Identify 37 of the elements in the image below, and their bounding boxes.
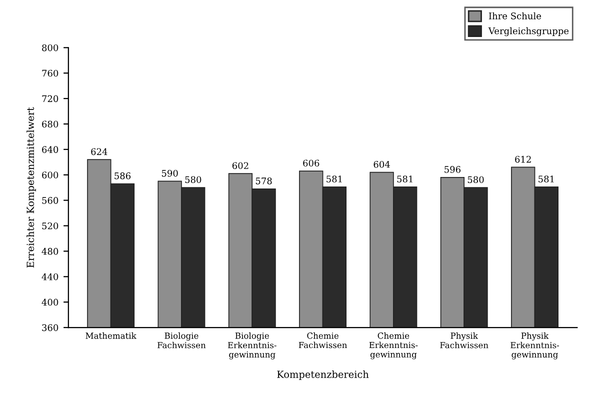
data-label: 580 xyxy=(468,176,484,184)
y-tick-label: 480 xyxy=(42,248,58,255)
data-label: 580 xyxy=(185,176,202,184)
data-label: 581 xyxy=(397,176,412,182)
data-label: 596 xyxy=(444,166,460,173)
data-label: 602 xyxy=(232,162,248,170)
data-label: 604 xyxy=(374,160,390,168)
y-tick-label: 440 xyxy=(42,273,58,280)
data-label: 581 xyxy=(326,176,342,182)
x-tick-label: Chemie Fachwissen xyxy=(298,332,347,348)
x-tick-label: Physik Fachwissen xyxy=(440,332,488,348)
x-tick-label: Biologie Fachwissen xyxy=(158,332,206,348)
data-label: 581 xyxy=(538,176,554,182)
x-tick-label: Physik Erkenntnis- gewinnung xyxy=(510,332,560,360)
data-label: 606 xyxy=(303,160,320,167)
y-tick-label: 720 xyxy=(42,95,58,102)
data-label: 624 xyxy=(91,148,108,156)
y-tick-label: 680 xyxy=(42,120,58,128)
y-tick-label: 520 xyxy=(42,222,58,230)
data-label: 590 xyxy=(162,170,178,177)
legend-label: Vergleichsgruppe xyxy=(488,27,569,36)
y-tick-label: 600 xyxy=(42,172,58,178)
data-label: 578 xyxy=(256,178,272,184)
y-tick-label: 400 xyxy=(42,298,58,306)
y-tick-label: 560 xyxy=(42,197,58,204)
x-tick-label: Chemie Erkenntnis- gewinnung xyxy=(369,332,418,360)
legend-label: Ihre Schule xyxy=(488,12,542,20)
x-axis-title: Kompetenzbereich xyxy=(277,370,369,380)
data-label: 612 xyxy=(515,156,531,163)
y-tick-label: 640 xyxy=(42,146,58,153)
x-tick-label: Biologie Erkenntnis- gewinnung xyxy=(228,332,276,360)
data-label: 586 xyxy=(114,172,131,180)
y-tick-label: 800 xyxy=(42,44,58,52)
y-axis-title: Erreichter Kompetenzmittelwert xyxy=(26,107,36,268)
y-tick-label: 760 xyxy=(42,70,58,77)
y-tick-label: 360 xyxy=(42,324,58,332)
x-tick-label: Mathematik xyxy=(86,332,136,339)
